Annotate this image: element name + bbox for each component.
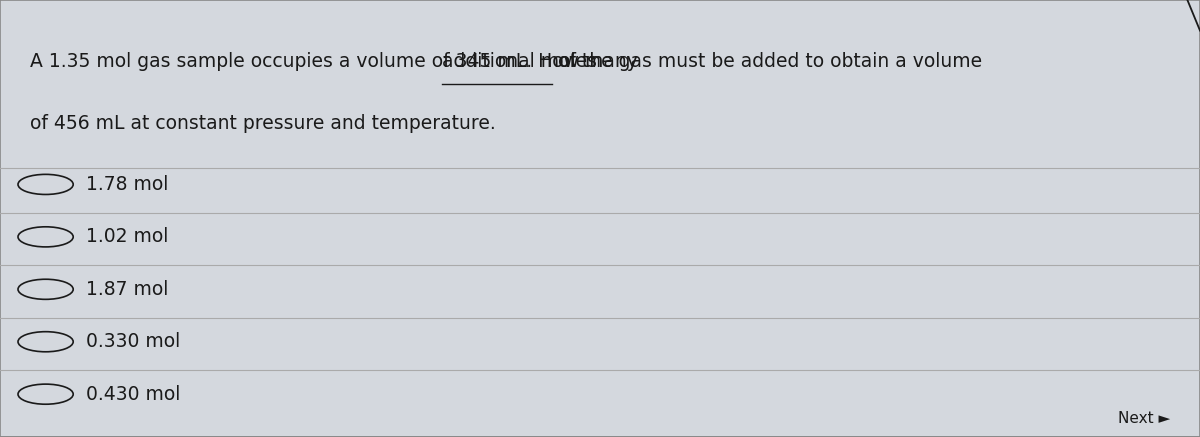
Text: 1.02 mol: 1.02 mol [86,227,169,246]
Text: Next ►: Next ► [1117,411,1170,426]
Text: 0.430 mol: 0.430 mol [86,385,181,404]
Text: 1.87 mol: 1.87 mol [86,280,169,299]
Text: of 456 mL at constant pressure and temperature.: of 456 mL at constant pressure and tempe… [30,114,496,132]
Text: A 1.35 mol gas sample occupies a volume of 345 mL. How many: A 1.35 mol gas sample occupies a volume … [30,52,644,71]
Text: additional moles: additional moles [442,52,596,71]
Text: 0.330 mol: 0.330 mol [86,332,181,351]
Text: 1.78 mol: 1.78 mol [86,175,169,194]
Text: of the gas must be added to obtain a volume: of the gas must be added to obtain a vol… [552,52,982,71]
